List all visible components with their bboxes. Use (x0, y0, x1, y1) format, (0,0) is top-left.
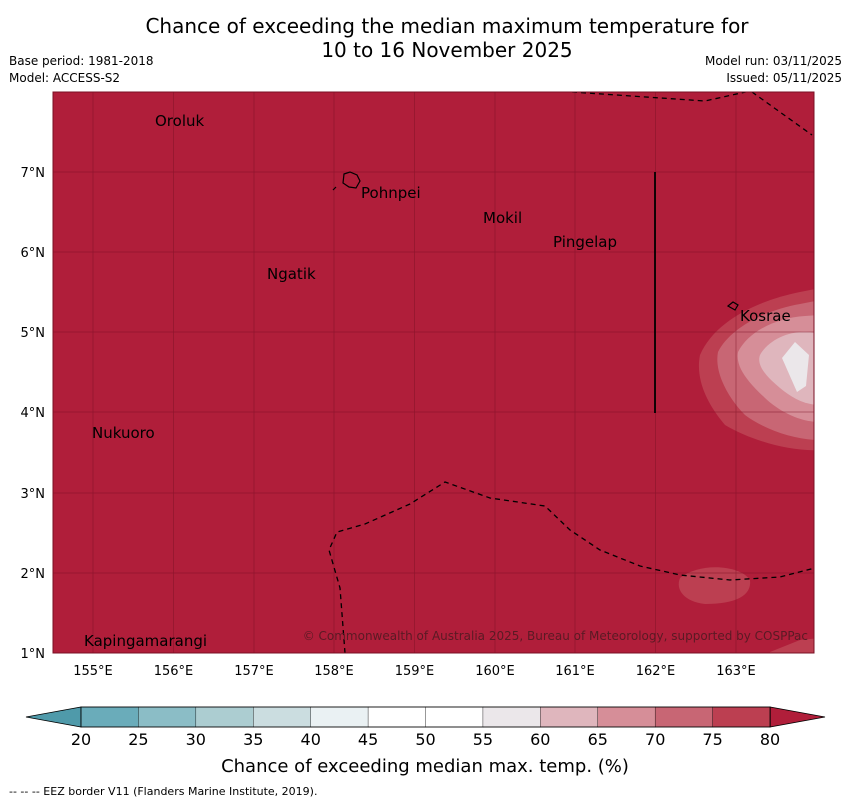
copyright-notice: © Commonwealth of Australia 2025, Bureau… (303, 629, 808, 643)
lat-tick: 4°N (21, 406, 46, 421)
colorbar-tick: 60 (530, 730, 550, 749)
chart-title: Chance of exceeding the median maximum t… (0, 14, 850, 62)
colorbar-segment (310, 706, 369, 728)
label-kapingamarangi: Kapingamarangi (84, 632, 207, 650)
colorbar: 20 25 30 35 40 45 50 55 60 65 70 75 80 C… (25, 706, 826, 777)
pohnpei-island-shape (342, 171, 361, 189)
colorbar-segment (712, 706, 771, 728)
base-period: Base period: 1981-2018 (9, 54, 154, 68)
issued-date: Issued: 05/11/2025 (726, 71, 842, 85)
lat-tick: 7°N (21, 166, 46, 181)
label-oroluk: Oroluk (155, 112, 204, 130)
meta-left: Base period: 1981-2018 Model: ACCESS-S2 (9, 53, 154, 87)
colorbar-tick: 55 (473, 730, 493, 749)
contour-50-55 (782, 342, 809, 392)
colorbar-ticks: 20 25 30 35 40 45 50 55 60 65 70 75 80 (71, 730, 780, 749)
lat-tick: 6°N (21, 246, 46, 261)
contour-patch-corner (770, 638, 814, 653)
lat-tick: 2°N (21, 567, 46, 582)
lon-tick: 156°E (154, 664, 194, 679)
colorbar-frame (80, 706, 771, 728)
title-line-1: Chance of exceeding the median maximum t… (145, 14, 749, 38)
eez-borders (328, 92, 814, 653)
colorbar-segment (597, 706, 656, 728)
lat-tick: 3°N (21, 487, 46, 502)
lon-tick: 157°E (234, 664, 274, 679)
colorbar-label: Chance of exceeding median max. temp. (%… (221, 756, 629, 777)
colorbar-segments (80, 706, 771, 728)
lat-tick: 1°N (21, 647, 46, 662)
colorbar-tick: 75 (702, 730, 722, 749)
lon-tick: 158°E (314, 664, 354, 679)
lon-tick: 163°E (716, 664, 756, 679)
model-run: Model run: 03/11/2025 (704, 54, 842, 68)
map-background (53, 92, 814, 653)
colorbar-segment (195, 706, 254, 728)
colorbar-tick: 30 (186, 730, 206, 749)
colorbar-segment (540, 706, 599, 728)
label-pingelap: Pingelap (553, 233, 617, 251)
place-labels: Oroluk Pohnpei Mokil Pingelap Ngatik Kos… (84, 112, 791, 650)
colorbar-tick: 35 (243, 730, 263, 749)
eez-border-north (571, 92, 749, 102)
lon-tick: 161°E (555, 664, 595, 679)
colorbar-tick: 25 (128, 730, 148, 749)
lon-tick: 155°E (73, 664, 113, 679)
colorbar-tick: 40 (301, 730, 321, 749)
lat-tick: 5°N (21, 326, 46, 341)
label-nukuoro: Nukuoro (92, 424, 155, 442)
colorbar-segment (482, 706, 542, 728)
colorbar-segment (654, 706, 714, 728)
colorbar-segment (367, 706, 427, 728)
colorbar-tick: 70 (645, 730, 665, 749)
colorbar-under-arrow (25, 706, 82, 728)
colorbar-segment (425, 706, 484, 728)
colorbar-tick: 50 (415, 730, 435, 749)
colorbar-tick: 20 (71, 730, 91, 749)
colorbar-over-arrow (769, 706, 826, 728)
label-ngatik: Ngatik (267, 265, 316, 283)
label-pohnpei: Pohnpei (361, 184, 421, 202)
map-frame (52, 91, 815, 654)
colorbar-segment (80, 706, 140, 728)
eez-border-south (328, 481, 814, 653)
lon-tick: 160°E (475, 664, 515, 679)
colorbar-tick: 80 (760, 730, 780, 749)
colorbar-segment (253, 706, 312, 728)
latitude-axis: 1°N 2°N 3°N 4°N 5°N 6°N 7°N (21, 166, 46, 662)
model-name: Model: ACCESS-S2 (9, 71, 121, 85)
label-kosrae: Kosrae (740, 307, 791, 325)
lon-tick: 162°E (636, 664, 676, 679)
kosrae-island-shape (726, 301, 739, 311)
pohnpei-reef-mark (332, 186, 337, 191)
label-mokil: Mokil (483, 209, 522, 227)
colorbar-segment (138, 706, 197, 728)
lon-tick: 159°E (395, 664, 435, 679)
colorbar-tick: 45 (358, 730, 378, 749)
longitude-axis: 155°E 156°E 157°E 158°E 159°E 160°E 161°… (73, 664, 756, 679)
meta-right: Model run: 03/11/2025 Issued: 05/11/2025 (705, 53, 842, 87)
title-line-2: 10 to 16 November 2025 (321, 38, 573, 62)
colorbar-tick: 65 (588, 730, 608, 749)
eez-border-northeast (751, 92, 813, 136)
eez-footnote: -- -- -- EEZ border V11 (Flanders Marine… (9, 785, 318, 798)
contour-patch-south (678, 567, 751, 604)
